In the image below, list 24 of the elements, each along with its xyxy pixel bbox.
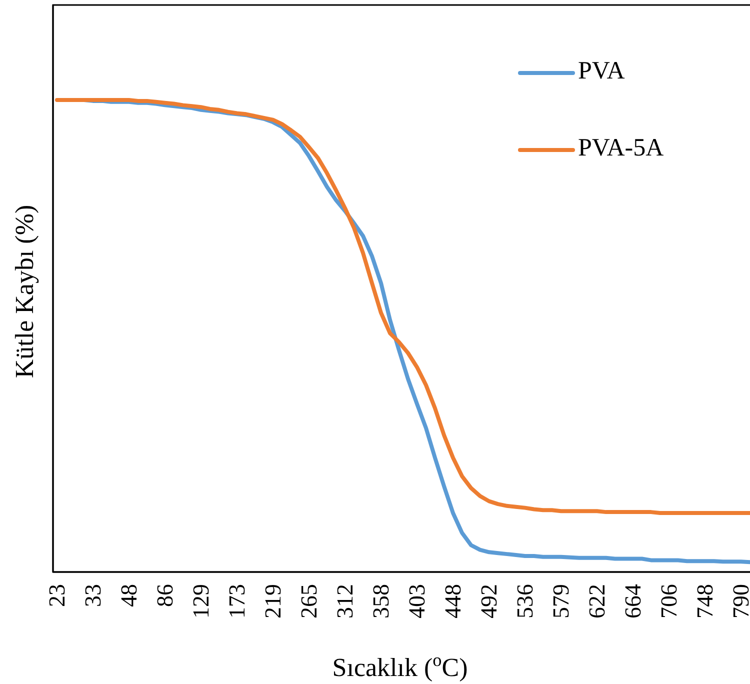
- x-tick-label: 790: [728, 584, 750, 618]
- x-tick-label: 664: [620, 584, 646, 618]
- x-tick-label: 536: [512, 584, 538, 618]
- x-tick-label: 579: [548, 584, 574, 618]
- x-tick-label: 748: [692, 584, 718, 618]
- x-tick-label: 492: [476, 584, 502, 618]
- x-tick-label: 219: [260, 584, 286, 618]
- legend-label: PVA: [578, 58, 625, 85]
- x-tick-label: 86: [152, 584, 178, 607]
- x-tick-label: 48: [116, 584, 142, 607]
- x-tick-label: 173: [224, 584, 250, 618]
- x-tick-label: 706: [656, 584, 682, 618]
- x-tick-label: 312: [332, 584, 358, 618]
- x-tick-label: 403: [404, 584, 430, 618]
- x-tick-label: 448: [440, 584, 466, 618]
- x-tick-label: 265: [296, 584, 322, 618]
- x-tick-label: 358: [368, 584, 394, 618]
- x-tick-label: 33: [80, 584, 106, 607]
- x-tick-label: 23: [44, 584, 70, 607]
- x-tick-label: 622: [584, 584, 610, 618]
- y-axis-title: Kütle Kaybı (%): [10, 204, 39, 378]
- x-axis-title: Sıcaklık ($^{o}$C): [332, 650, 468, 682]
- x-tick-label: 129: [188, 584, 214, 618]
- legend-label: PVA-5A: [578, 134, 664, 162]
